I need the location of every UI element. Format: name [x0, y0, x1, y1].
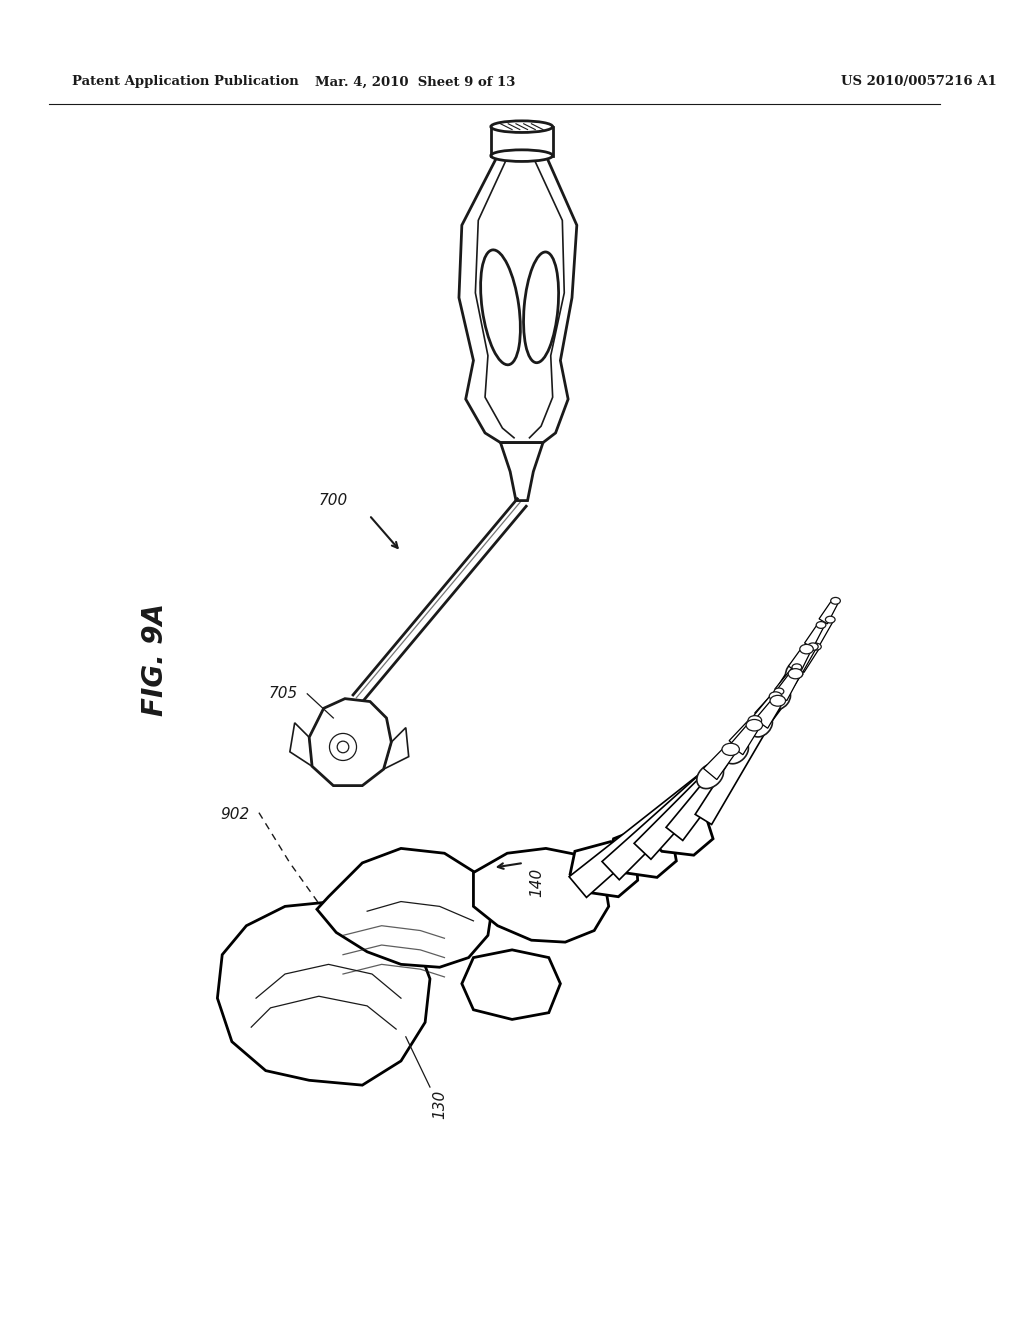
Polygon shape — [643, 809, 713, 855]
Text: 140: 140 — [529, 867, 545, 896]
Polygon shape — [462, 950, 560, 1019]
Ellipse shape — [770, 696, 785, 706]
Text: 130: 130 — [432, 1090, 447, 1119]
Circle shape — [330, 734, 356, 760]
Ellipse shape — [490, 150, 553, 161]
Polygon shape — [570, 842, 638, 896]
Ellipse shape — [816, 622, 826, 628]
Text: 902: 902 — [220, 807, 249, 822]
Ellipse shape — [785, 661, 803, 681]
Ellipse shape — [749, 715, 762, 725]
Polygon shape — [703, 746, 735, 780]
Polygon shape — [755, 689, 781, 719]
Polygon shape — [776, 672, 801, 700]
Polygon shape — [459, 157, 577, 442]
Polygon shape — [730, 722, 759, 755]
Polygon shape — [774, 671, 800, 701]
Ellipse shape — [769, 692, 782, 701]
Ellipse shape — [696, 763, 724, 788]
Polygon shape — [666, 694, 785, 841]
Text: Patent Application Publication: Patent Application Publication — [73, 75, 299, 88]
Polygon shape — [217, 902, 430, 1085]
Polygon shape — [796, 644, 819, 672]
Ellipse shape — [800, 644, 813, 653]
Ellipse shape — [792, 669, 803, 677]
Polygon shape — [316, 849, 493, 968]
Text: 700: 700 — [318, 494, 348, 508]
Ellipse shape — [722, 743, 739, 755]
Ellipse shape — [812, 643, 821, 649]
Polygon shape — [753, 693, 779, 725]
Polygon shape — [805, 623, 824, 648]
Text: US 2010/0057216 A1: US 2010/0057216 A1 — [841, 75, 996, 88]
Polygon shape — [775, 665, 800, 694]
Polygon shape — [819, 599, 839, 624]
Text: Mar. 4, 2010  Sheet 9 of 13: Mar. 4, 2010 Sheet 9 of 13 — [315, 75, 516, 88]
Polygon shape — [473, 849, 608, 942]
Text: FIG. 9A: FIG. 9A — [140, 603, 169, 717]
Ellipse shape — [480, 249, 520, 364]
Ellipse shape — [490, 121, 553, 132]
Ellipse shape — [808, 643, 818, 651]
Ellipse shape — [830, 598, 841, 605]
Ellipse shape — [751, 714, 772, 737]
Ellipse shape — [724, 739, 749, 764]
Ellipse shape — [788, 669, 803, 678]
Polygon shape — [755, 698, 782, 729]
Polygon shape — [569, 770, 716, 898]
Polygon shape — [729, 717, 759, 750]
Ellipse shape — [771, 688, 791, 709]
Polygon shape — [602, 746, 741, 879]
Ellipse shape — [746, 719, 763, 731]
Ellipse shape — [774, 688, 783, 694]
Circle shape — [337, 741, 349, 752]
Polygon shape — [290, 723, 312, 767]
Polygon shape — [788, 647, 811, 673]
Polygon shape — [501, 442, 543, 500]
Polygon shape — [794, 644, 816, 672]
Polygon shape — [634, 721, 766, 859]
Text: 705: 705 — [268, 686, 298, 701]
Ellipse shape — [523, 252, 559, 363]
Ellipse shape — [792, 664, 802, 671]
Polygon shape — [309, 698, 391, 785]
Polygon shape — [811, 618, 834, 645]
Polygon shape — [608, 826, 676, 878]
Polygon shape — [695, 668, 799, 825]
Polygon shape — [384, 727, 409, 770]
Ellipse shape — [825, 616, 836, 623]
